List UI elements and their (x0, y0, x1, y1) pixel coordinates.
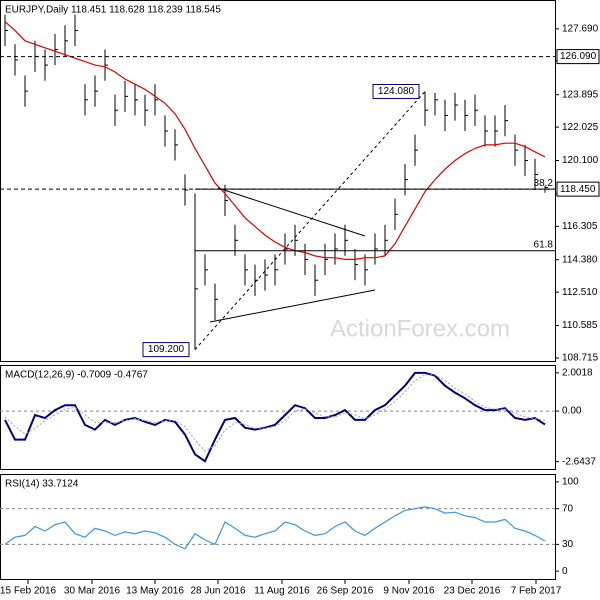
panel-title: MACD(12,26,9) -0.7009 -0.4767 (5, 370, 148, 381)
annotation-label: 109.200 (148, 344, 185, 355)
macd-frame (0, 365, 556, 470)
triangle-upper (217, 187, 366, 237)
y-tick-label: 112.510 (562, 287, 598, 298)
y-tick-label: 0 (562, 566, 568, 577)
series-line (4, 371, 546, 463)
y-tick-label: 30 (562, 539, 574, 550)
y-tick-label: 122.025 (562, 122, 599, 133)
y-tick-label: 0.00 (562, 406, 582, 417)
level-label: 126.090 (560, 51, 597, 62)
level-box (556, 49, 600, 65)
annotation-label: 124.080 (378, 86, 415, 97)
annotation-box (142, 342, 190, 358)
y-tick-label: 120.100 (562, 155, 599, 166)
x-tick-label: 30 Mar 2016 (64, 586, 121, 597)
series-line (4, 374, 546, 452)
trend-dashed (194, 91, 426, 350)
x-tick-label: 11 Aug 2016 (254, 586, 310, 597)
x-tick-label: 28 Jun 2016 (190, 586, 245, 597)
series-line (4, 506, 546, 550)
y-tick-label: 123.895 (562, 89, 599, 100)
fib-label: 61.8 (534, 239, 554, 250)
y-tick-label: -2.6437 (562, 456, 596, 467)
y-tick-label: 116.305 (562, 221, 598, 232)
y-tick-label: 127.690 (562, 23, 599, 34)
triangle-lower (209, 289, 376, 323)
x-tick-label: 23 Dec 2016 (444, 586, 501, 597)
level-label: 118.450 (560, 184, 596, 195)
panel-title: EURJPY,Daily 118.451 118.628 118.239 118… (5, 5, 221, 16)
x-tick-label: 26 Sep 2016 (317, 586, 374, 597)
level-box (556, 181, 600, 197)
x-tick-label: 7 Feb 2017 (511, 586, 562, 597)
price-frame (0, 0, 556, 362)
y-tick-label: 114.380 (562, 254, 598, 265)
watermark: ActionForex.com (330, 315, 510, 342)
y-tick-label: 110.585 (562, 320, 598, 331)
y-tick-label: 100 (562, 477, 579, 488)
rsi-frame (0, 474, 556, 580)
y-tick-label: 70 (562, 503, 574, 514)
x-tick-label: 9 Nov 2016 (383, 586, 435, 597)
x-tick-label: 13 May 2016 (126, 586, 184, 597)
panel-title: RSI(14) 33.7124 (5, 479, 79, 490)
series-line (4, 21, 546, 260)
annotation-box (372, 83, 420, 99)
fib-label: 38.2 (534, 178, 554, 189)
x-tick-label: 15 Feb 2016 (0, 586, 57, 597)
y-tick-label: 2.0018 (562, 367, 593, 378)
y-tick-label: 108.715 (562, 353, 599, 364)
